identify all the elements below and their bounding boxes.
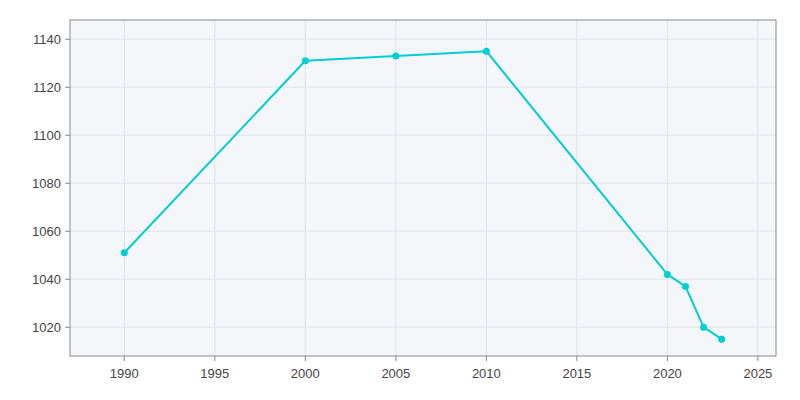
tick-y (65, 183, 70, 184)
tick-label-x: 2010 (472, 366, 501, 381)
tick-label-x: 2015 (562, 366, 591, 381)
point (302, 57, 309, 64)
tick-y (65, 87, 70, 88)
grid-line-y (70, 39, 776, 40)
tick-label-x: 2020 (653, 366, 682, 381)
tick-label-x: 2025 (743, 366, 772, 381)
plot-frame (70, 20, 776, 356)
point (718, 336, 725, 343)
tick-x (486, 356, 487, 361)
tick-label-y: 1140 (33, 32, 61, 47)
tick-label-y: 1100 (33, 128, 61, 143)
tick-x (395, 356, 396, 361)
grid-line-x (395, 20, 396, 356)
grid-line-x (486, 20, 487, 356)
point (664, 271, 671, 278)
point (121, 249, 128, 256)
plot-area (70, 20, 776, 356)
point (700, 324, 707, 331)
tick-label-y: 1060 (32, 224, 61, 239)
grid-line-x (124, 20, 125, 356)
grid-line-y (70, 231, 776, 232)
chart: 1990 1995 2000 2005 2010 2015 2020 2025 1020 1040… (0, 0, 800, 400)
tick-label-y: 1040 (32, 272, 61, 287)
grid-line-x (576, 20, 577, 356)
grid-line-x (757, 20, 758, 356)
tick-x (124, 356, 125, 361)
tick-label-x: 2005 (381, 366, 410, 381)
tick-label-x: 2000 (291, 366, 320, 381)
tick-x (305, 356, 306, 361)
grid-line-x (305, 20, 306, 356)
line (124, 51, 721, 339)
tick-label-x: 1995 (200, 366, 229, 381)
grid-line-x (667, 20, 668, 356)
tick-label-x: 1990 (110, 366, 139, 381)
tick-y (65, 231, 70, 232)
series (121, 48, 725, 343)
tick-label-y: 1120 (33, 80, 61, 95)
tick-x (757, 356, 758, 361)
grid-line-y (70, 135, 776, 136)
grid-line-y (70, 87, 776, 88)
tick-label-y: 1080 (32, 176, 61, 191)
tick-y (65, 39, 70, 40)
axes: 1990 1995 2000 2005 2010 2015 2020 2025 1020 1040… (32, 32, 772, 381)
tick-x (667, 356, 668, 361)
grid-line-y (70, 327, 776, 328)
tick-x (576, 356, 577, 361)
tick-x (214, 356, 215, 361)
grid (70, 20, 776, 356)
point (392, 53, 399, 60)
tick-y (65, 279, 70, 280)
tick-label-y: 1020 (32, 320, 61, 335)
point (483, 48, 490, 55)
grid-line-x (214, 20, 215, 356)
tick-y (65, 135, 70, 136)
grid-line-y (70, 183, 776, 184)
tick-y (65, 327, 70, 328)
grid-line-y (70, 279, 776, 280)
point (682, 283, 689, 290)
